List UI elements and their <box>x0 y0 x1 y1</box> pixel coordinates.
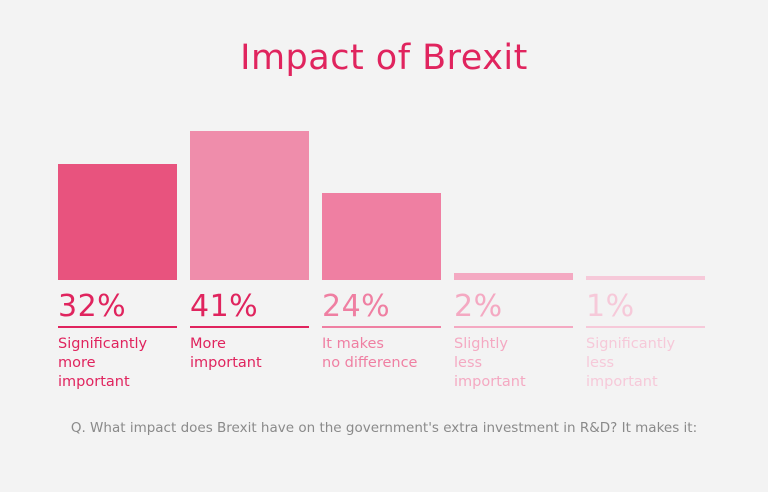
divider-2 <box>190 326 309 328</box>
bar-5 <box>586 276 705 280</box>
divider-4 <box>454 326 573 328</box>
category-label-5: Significantly less important <box>586 336 676 390</box>
divider-1 <box>58 326 177 328</box>
bar-2 <box>190 131 309 280</box>
divider-5 <box>586 326 705 328</box>
bar-3 <box>322 193 441 280</box>
value-label-3: 24% <box>322 289 391 324</box>
value-label-5: 1% <box>586 289 635 324</box>
category-label-1: Significantly more important <box>58 336 148 390</box>
value-label-1: 32% <box>58 289 127 324</box>
bar-4 <box>454 273 573 280</box>
chart-title: Impact of Brexit <box>240 38 528 78</box>
category-label-3: It makes no difference <box>322 336 418 371</box>
value-label-2: 41% <box>190 289 259 324</box>
bar-chart: 32% Significantly more important 41% More i… <box>58 131 705 390</box>
category-label-4: Slightly less important <box>454 336 526 390</box>
bar-1 <box>58 164 177 280</box>
value-label-4: 2% <box>454 289 503 324</box>
survey-question: Q. What impact does Brexit have on the g… <box>70 420 698 436</box>
divider-3 <box>322 326 441 328</box>
category-label-2: More important <box>190 336 262 371</box>
